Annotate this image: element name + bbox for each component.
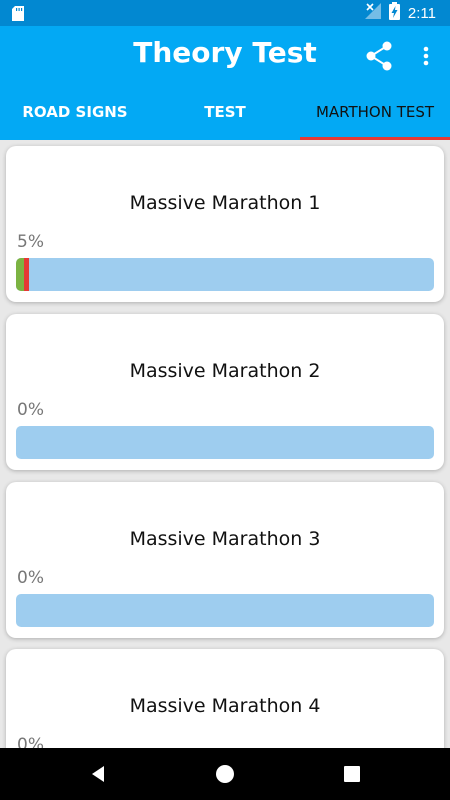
share-icon	[363, 41, 395, 76]
progress-wrong	[24, 258, 29, 291]
progress-bar	[16, 594, 434, 627]
marathon-card-1[interactable]: Massive Marathon 1 5%	[6, 146, 444, 302]
recents-icon	[340, 766, 364, 790]
card-title: Massive Marathon 2	[129, 360, 321, 382]
card-percent: 5%	[17, 232, 44, 252]
tab-road-signs[interactable]: ROAD SIGNS	[22, 103, 128, 121]
battery-charging-icon	[388, 2, 400, 24]
recents-button[interactable]	[340, 762, 364, 786]
marathon-list[interactable]: Massive Marathon 1 5% Massive Marathon 2…	[0, 140, 450, 748]
card-title: Massive Marathon 4	[129, 695, 321, 717]
more-options-button[interactable]	[414, 42, 438, 70]
card-title: Massive Marathon 1	[129, 192, 321, 214]
status-bar: 2:11	[0, 0, 450, 26]
progress-bar	[16, 258, 434, 291]
card-percent: 0%	[17, 735, 44, 748]
no-signal-icon	[364, 3, 381, 23]
navigation-bar	[0, 748, 450, 800]
home-icon	[213, 765, 237, 790]
home-button[interactable]	[213, 762, 237, 786]
share-button[interactable]	[363, 40, 395, 72]
marathon-card-4[interactable]: Massive Marathon 4 0%	[6, 649, 444, 748]
marathon-card-3[interactable]: Massive Marathon 3 0%	[6, 482, 444, 638]
back-icon	[86, 766, 110, 790]
card-percent: 0%	[17, 568, 44, 588]
more-vert-icon	[414, 46, 438, 74]
sd-card-icon	[12, 6, 24, 26]
status-time: 2:11	[407, 4, 436, 22]
marathon-card-2[interactable]: Massive Marathon 2 0%	[6, 314, 444, 470]
progress-bar	[16, 426, 434, 459]
progress-correct	[16, 258, 25, 291]
tab-bar: ROAD SIGNS TEST MARTHON TEST	[0, 84, 450, 140]
card-percent: 0%	[17, 400, 44, 420]
card-title: Massive Marathon 3	[129, 528, 321, 550]
tab-marathon-test[interactable]: MARTHON TEST	[300, 84, 450, 140]
tab-test[interactable]: TEST	[204, 103, 246, 121]
app-bar: Theory Test	[0, 26, 450, 84]
back-button[interactable]	[86, 762, 110, 786]
app-title: Theory Test	[133, 36, 317, 69]
